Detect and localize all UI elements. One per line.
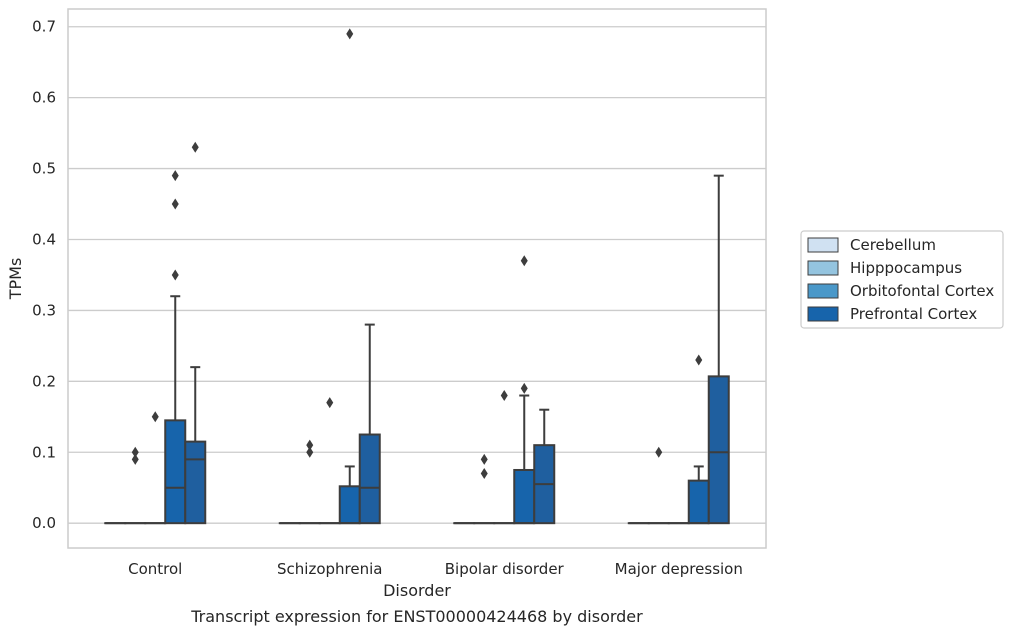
box-hipppocampus xyxy=(298,439,321,525)
outlier-point xyxy=(306,439,314,451)
outlier-point xyxy=(520,382,528,394)
outlier-point xyxy=(171,269,179,281)
x-tick-label: Schizophrenia xyxy=(277,560,382,578)
chart-caption: Transcript expression for ENST0000042446… xyxy=(190,607,643,626)
outlier-point xyxy=(480,453,488,465)
box-orbitofontal-cortex xyxy=(493,390,516,525)
outlier-point xyxy=(326,397,334,409)
plot-frame xyxy=(67,8,767,549)
legend-label: Hipppocampus xyxy=(850,259,962,277)
box-series-4 xyxy=(358,323,381,525)
legend-swatch xyxy=(807,260,839,276)
outlier-point xyxy=(171,198,179,210)
legend-swatch xyxy=(807,283,839,299)
y-tick-label: 0.5 xyxy=(32,160,56,178)
box-orbitofontal-cortex xyxy=(318,397,341,525)
y-tick-label: 0.2 xyxy=(32,372,56,390)
outlier-point xyxy=(480,468,488,480)
y-tick-labels: 0.0 0.1 0.2 0.3 0.4 0.5 0.6 0.7 xyxy=(32,18,56,532)
y-tick-label: 0.6 xyxy=(32,89,56,107)
outlier-point xyxy=(655,446,663,458)
outlier-point xyxy=(500,390,508,402)
box-body xyxy=(338,485,361,525)
outlier-point xyxy=(191,141,199,153)
y-tick-label: 0.1 xyxy=(32,443,56,461)
box-series-4 xyxy=(184,141,207,525)
box-prefrontal-cortex xyxy=(513,255,536,525)
box-body xyxy=(358,433,381,525)
outlier-point xyxy=(131,453,139,465)
legend-swatch xyxy=(807,306,839,322)
legend-label: Cerebellum xyxy=(850,236,936,254)
y-axis-label: TPMs xyxy=(6,258,25,301)
outlier-point xyxy=(306,446,314,458)
box-prefrontal-cortex xyxy=(687,354,710,525)
box-body xyxy=(707,375,730,525)
y-tick-label: 0.7 xyxy=(32,18,56,36)
outlier-point xyxy=(131,446,139,458)
box-body xyxy=(164,419,187,525)
box-body xyxy=(513,468,536,525)
box-hipppocampus xyxy=(647,446,670,525)
legend-label: Prefrontal Cortex xyxy=(850,305,977,323)
legend: Cerebellum Hipppocampus Orbitofontal Corte… xyxy=(800,230,1004,329)
outlier-point xyxy=(695,354,703,366)
outlier-point xyxy=(151,411,159,423)
box-body xyxy=(687,479,710,525)
legend-frame xyxy=(800,230,1004,329)
box-series xyxy=(104,28,730,525)
x-tick-labels: Control Schizophrenia Bipolar disorder Majo… xyxy=(128,560,743,578)
box-hipppocampus xyxy=(473,453,496,525)
box-series-4 xyxy=(707,174,730,525)
legend-label: Orbitofontal Cortex xyxy=(850,282,994,300)
y-tick-label: 0.4 xyxy=(32,230,56,248)
y-tick-label: 0.0 xyxy=(32,514,56,532)
y-tick-label: 0.3 xyxy=(32,301,56,319)
x-tick-label: Bipolar disorder xyxy=(445,560,565,578)
box-prefrontal-cortex xyxy=(164,170,187,525)
legend-swatch xyxy=(807,237,839,253)
x-tick-label: Major depression xyxy=(615,560,743,578)
box-hipppocampus xyxy=(124,446,147,525)
box-orbitofontal-cortex xyxy=(144,411,167,525)
x-axis-label: Disorder xyxy=(383,581,451,600)
outlier-point xyxy=(520,255,528,267)
outlier-point xyxy=(346,28,354,40)
box-prefrontal-cortex xyxy=(338,28,361,525)
box-body xyxy=(184,440,207,525)
outlier-point xyxy=(171,170,179,182)
box-series-4 xyxy=(533,408,556,525)
x-tick-label: Control xyxy=(128,560,182,578)
